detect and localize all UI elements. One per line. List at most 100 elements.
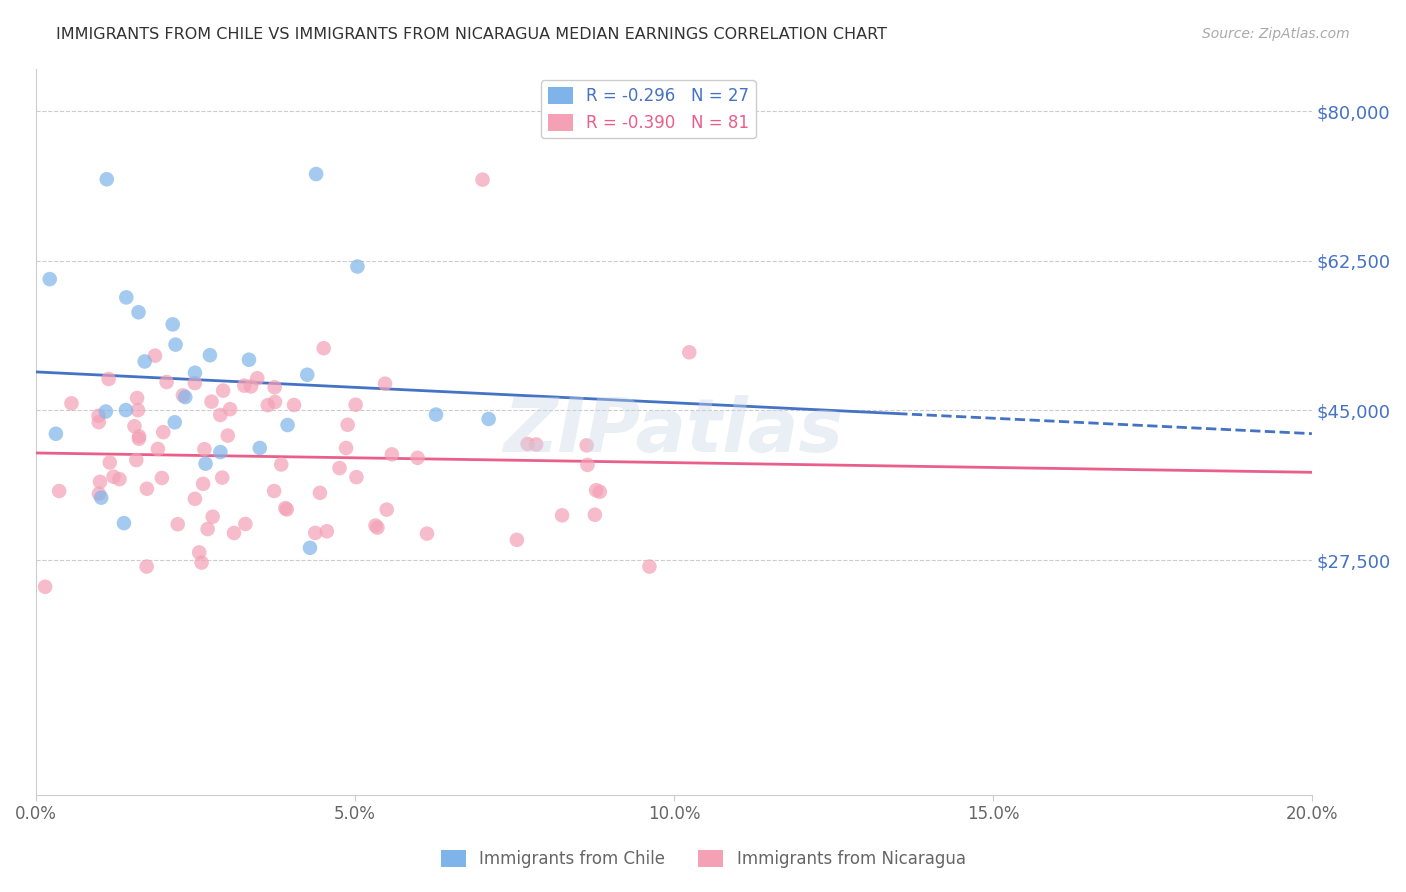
Point (211, 470, 233, 484)
Point (256, 398, 278, 412)
Point (201, 509, 224, 524)
Point (209, 445, 232, 459)
Point (174, 390, 197, 404)
Point (249, 441, 271, 455)
Point (87, 486, 110, 500)
Point (48, 483, 70, 498)
Point (45, 426, 67, 441)
Point (309, 485, 332, 500)
Point (163, 415, 186, 429)
Point (198, 348, 221, 362)
Point (304, 525, 326, 540)
Point (335, 441, 357, 455)
Point (184, 491, 207, 506)
Point (366, 520, 388, 534)
Legend: R = -0.296   N = 27, R = -0.390   N = 81: R = -0.296 N = 27, R = -0.390 N = 81 (541, 80, 756, 138)
Point (219, 402, 242, 417)
Point (678, 345, 700, 359)
Point (575, 438, 598, 452)
Point (478, 412, 501, 426)
Point (112, 516, 135, 530)
Point (124, 419, 146, 434)
Point (89, 475, 111, 489)
Point (235, 516, 257, 531)
Point (524, 437, 547, 451)
Text: Source: ZipAtlas.com: Source: ZipAtlas.com (1202, 27, 1350, 41)
Point (346, 260, 368, 274)
Point (156, 375, 179, 389)
Point (297, 368, 319, 382)
Point (276, 502, 298, 516)
Point (589, 484, 612, 499)
Point (364, 518, 387, 533)
Point (328, 461, 350, 475)
Point (583, 508, 606, 522)
Point (98, 455, 121, 469)
Point (190, 556, 212, 570)
Point (108, 472, 131, 486)
Point (246, 371, 269, 385)
Point (127, 403, 149, 417)
Point (238, 352, 260, 367)
Point (315, 524, 337, 539)
Point (162, 318, 184, 332)
Point (638, 559, 661, 574)
Point (375, 502, 398, 516)
Point (240, 379, 263, 393)
Point (277, 417, 299, 432)
Point (38, 272, 60, 286)
Point (115, 290, 138, 304)
Point (336, 417, 359, 432)
Point (217, 428, 239, 442)
Point (209, 408, 232, 422)
Point (344, 398, 367, 412)
Point (551, 508, 574, 523)
Point (34, 580, 56, 594)
Point (416, 526, 439, 541)
Point (184, 366, 207, 380)
Point (87, 409, 110, 423)
Point (128, 432, 150, 446)
Point (128, 429, 150, 443)
Point (344, 470, 367, 484)
Point (134, 354, 156, 368)
Point (374, 376, 396, 391)
Point (165, 337, 187, 351)
Legend: Immigrants from Chile, Immigrants from Nicaragua: Immigrants from Chile, Immigrants from N… (434, 843, 972, 875)
Point (103, 469, 125, 483)
Point (128, 305, 150, 319)
Point (96, 172, 118, 186)
Point (425, 408, 447, 422)
Point (87, 415, 110, 429)
Point (381, 447, 404, 461)
Text: IMMIGRANTS FROM CHILE VS IMMIGRANTS FROM NICARAGUA MEDIAN EARNINGS CORRELATION C: IMMIGRANTS FROM CHILE VS IMMIGRANTS FROM… (56, 27, 887, 42)
Point (143, 349, 166, 363)
Point (576, 458, 599, 472)
Point (194, 457, 217, 471)
Point (166, 517, 188, 532)
Point (197, 522, 219, 536)
Point (312, 341, 335, 355)
Point (516, 437, 538, 451)
Point (264, 395, 287, 409)
Point (585, 483, 607, 498)
Point (90, 491, 112, 505)
Point (115, 403, 138, 417)
Point (263, 483, 285, 498)
Point (222, 526, 245, 541)
Point (471, 172, 494, 186)
Point (135, 559, 157, 574)
Point (406, 450, 429, 465)
Point (184, 376, 207, 390)
Point (152, 425, 174, 439)
Point (125, 453, 148, 467)
Point (263, 380, 285, 394)
Point (188, 545, 211, 559)
Point (305, 167, 328, 181)
Point (135, 482, 157, 496)
Point (60, 396, 83, 410)
Point (172, 388, 194, 402)
Point (193, 442, 215, 457)
Point (506, 533, 529, 547)
Text: ZIPatlas: ZIPatlas (503, 395, 844, 468)
